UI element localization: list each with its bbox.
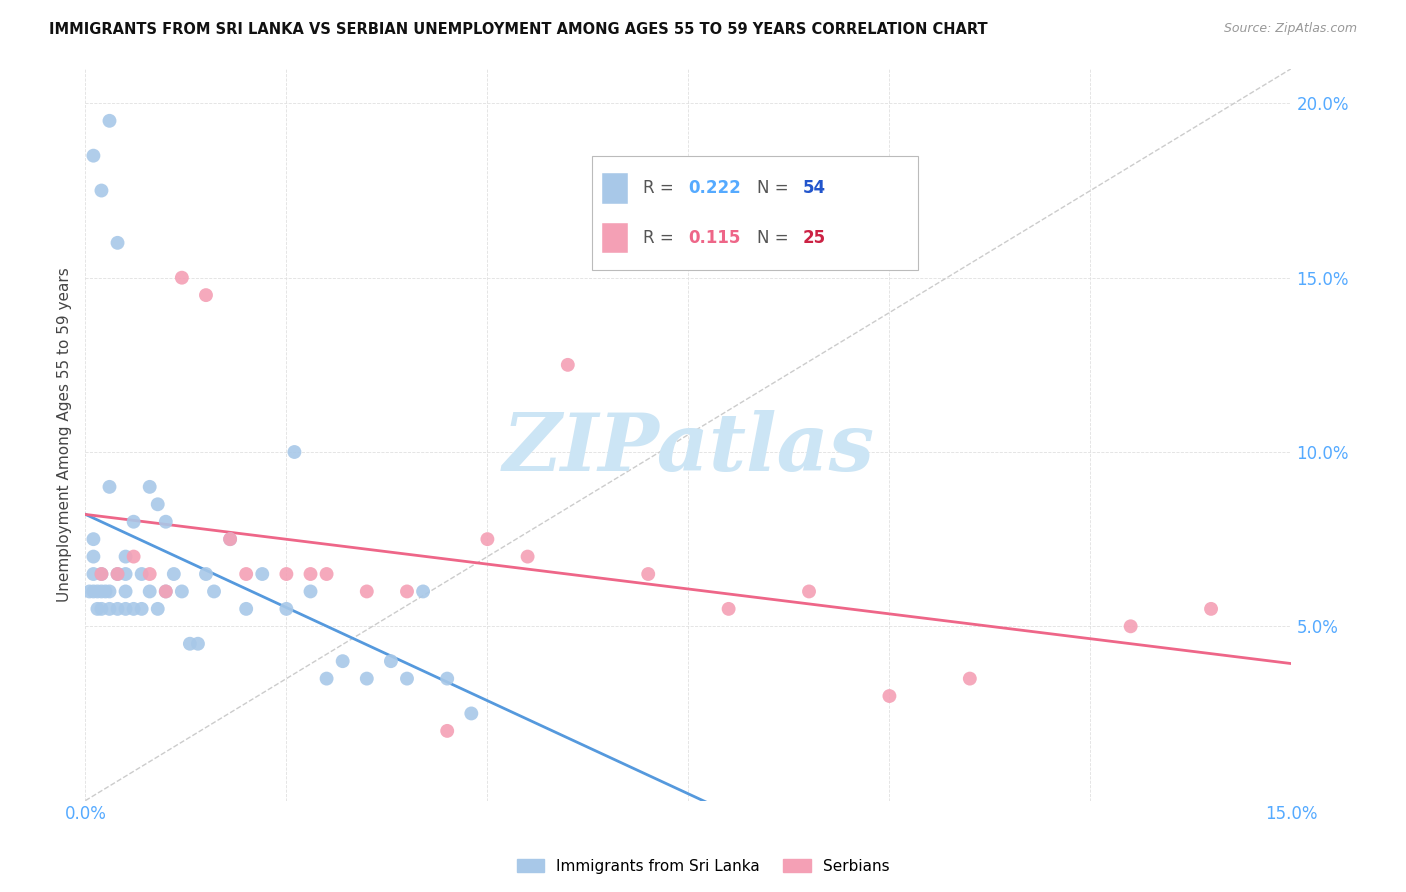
Text: ZIPatlas: ZIPatlas xyxy=(502,410,875,488)
Text: R =: R = xyxy=(643,179,679,197)
Point xyxy=(332,654,354,668)
Text: Source: ZipAtlas.com: Source: ZipAtlas.com xyxy=(1223,22,1357,36)
Point xyxy=(98,480,121,494)
Point xyxy=(315,672,337,686)
Point xyxy=(1199,602,1222,616)
Text: 54: 54 xyxy=(803,179,827,197)
Point xyxy=(299,567,322,582)
Point xyxy=(436,672,458,686)
Point xyxy=(219,532,242,546)
Y-axis label: Unemployment Among Ages 55 to 59 years: Unemployment Among Ages 55 to 59 years xyxy=(58,268,72,602)
Point xyxy=(107,602,129,616)
FancyBboxPatch shape xyxy=(602,223,628,253)
Point xyxy=(79,584,101,599)
Point xyxy=(114,567,136,582)
Point xyxy=(395,584,418,599)
Point xyxy=(170,270,193,285)
Point xyxy=(138,584,160,599)
Point xyxy=(86,602,108,616)
Point xyxy=(138,567,160,582)
Point xyxy=(146,497,169,511)
Point xyxy=(138,480,160,494)
Point xyxy=(315,567,337,582)
Point xyxy=(90,602,112,616)
Point xyxy=(195,288,218,302)
Point xyxy=(114,602,136,616)
Point xyxy=(90,567,112,582)
Point xyxy=(436,723,458,738)
Point xyxy=(122,549,145,564)
Point xyxy=(717,602,740,616)
Point xyxy=(179,637,201,651)
Point xyxy=(283,445,305,459)
Point xyxy=(155,584,177,599)
Point xyxy=(219,532,242,546)
Point xyxy=(395,672,418,686)
Point xyxy=(122,602,145,616)
Point xyxy=(131,567,153,582)
Point xyxy=(412,584,434,599)
Point xyxy=(252,567,274,582)
Point xyxy=(86,584,108,599)
Text: N =: N = xyxy=(758,179,794,197)
Point xyxy=(98,113,121,128)
Point xyxy=(107,235,129,250)
Point xyxy=(380,654,402,668)
Text: N =: N = xyxy=(758,229,794,247)
Point xyxy=(82,584,104,599)
Text: 0.222: 0.222 xyxy=(689,179,741,197)
Point xyxy=(276,602,298,616)
Point xyxy=(460,706,482,721)
Point xyxy=(82,149,104,163)
Point xyxy=(131,602,153,616)
Point xyxy=(98,602,121,616)
Point xyxy=(356,584,378,599)
Point xyxy=(122,515,145,529)
Point xyxy=(187,637,209,651)
Point xyxy=(516,549,538,564)
Point xyxy=(557,358,579,372)
FancyBboxPatch shape xyxy=(602,173,628,203)
Point xyxy=(114,549,136,564)
Point xyxy=(90,584,112,599)
Point xyxy=(107,567,129,582)
Point xyxy=(276,567,298,582)
Point xyxy=(90,567,112,582)
Point xyxy=(797,584,820,599)
Point xyxy=(235,567,257,582)
Legend: Immigrants from Sri Lanka, Serbians: Immigrants from Sri Lanka, Serbians xyxy=(510,853,896,880)
Point xyxy=(114,584,136,599)
Point xyxy=(155,584,177,599)
Point xyxy=(637,567,659,582)
Text: 0.115: 0.115 xyxy=(689,229,741,247)
Point xyxy=(195,567,218,582)
Point xyxy=(170,584,193,599)
Text: 25: 25 xyxy=(803,229,827,247)
FancyBboxPatch shape xyxy=(592,156,918,270)
Point xyxy=(356,672,378,686)
Point xyxy=(146,602,169,616)
Point xyxy=(82,532,104,546)
Point xyxy=(90,184,112,198)
Point xyxy=(1119,619,1142,633)
Point xyxy=(163,567,186,582)
Point xyxy=(94,584,117,599)
Point xyxy=(82,549,104,564)
Text: IMMIGRANTS FROM SRI LANKA VS SERBIAN UNEMPLOYMENT AMONG AGES 55 TO 59 YEARS CORR: IMMIGRANTS FROM SRI LANKA VS SERBIAN UNE… xyxy=(49,22,988,37)
Point xyxy=(202,584,225,599)
Point xyxy=(477,532,499,546)
Point xyxy=(107,567,129,582)
Point xyxy=(82,567,104,582)
Point xyxy=(959,672,981,686)
Point xyxy=(235,602,257,616)
Point xyxy=(98,584,121,599)
Text: R =: R = xyxy=(643,229,679,247)
Point xyxy=(299,584,322,599)
Point xyxy=(879,689,901,703)
Point xyxy=(155,515,177,529)
